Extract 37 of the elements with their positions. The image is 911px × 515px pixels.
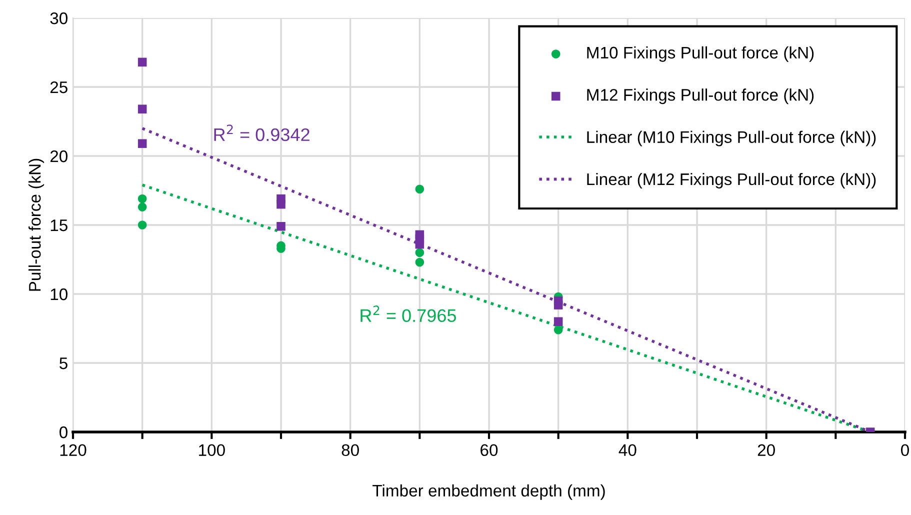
x-tick-label: 80	[342, 444, 359, 456]
x-tick-label: 120	[60, 444, 86, 456]
point	[138, 202, 147, 212]
point	[415, 258, 424, 267]
x-tick-label: 20	[758, 444, 775, 456]
point	[554, 317, 563, 326]
x-tick-label: 60	[480, 444, 498, 456]
annotation: R$^{2}$ = 0.7965	[360, 306, 456, 322]
x-tick-label: 40	[618, 444, 636, 456]
legend-label: Linear (M10 Fixings Pull-out force (kN))	[587, 130, 876, 146]
point	[138, 139, 147, 148]
legend-label: M10 Fixings Pull-out force (kN)	[587, 46, 814, 62]
point	[415, 184, 424, 194]
point	[415, 248, 424, 257]
point	[276, 200, 286, 209]
y-tick-label: 10	[50, 288, 68, 300]
point	[138, 104, 147, 114]
y-tick-label: 0	[60, 426, 68, 438]
point	[276, 222, 286, 231]
y-tick-label: 15	[50, 220, 68, 232]
x-tick-label: 100	[199, 444, 225, 456]
x-tick-label: 0	[901, 444, 909, 456]
y-tick-label: 20	[50, 150, 68, 162]
point	[554, 300, 563, 310]
point	[138, 220, 147, 230]
legend-label: Linear (M12 Fixings Pull-out force (kN))	[587, 172, 876, 188]
y-axis-title: Pull-out force (kN)	[28, 158, 44, 291]
annotation: R$^{2}$ = 0.9342	[214, 124, 310, 142]
legend-label: M12 Fixings Pull-out force (kN)	[587, 88, 814, 104]
y-tick-label: 30	[50, 12, 68, 24]
point	[138, 58, 147, 67]
point	[415, 240, 424, 249]
y-tick-label: 5	[60, 358, 68, 370]
x-axis-title: Timber embedment depth (mm)	[372, 484, 605, 500]
point	[554, 325, 563, 334]
y-tick-label: 25	[50, 81, 68, 94]
point	[138, 194, 147, 204]
